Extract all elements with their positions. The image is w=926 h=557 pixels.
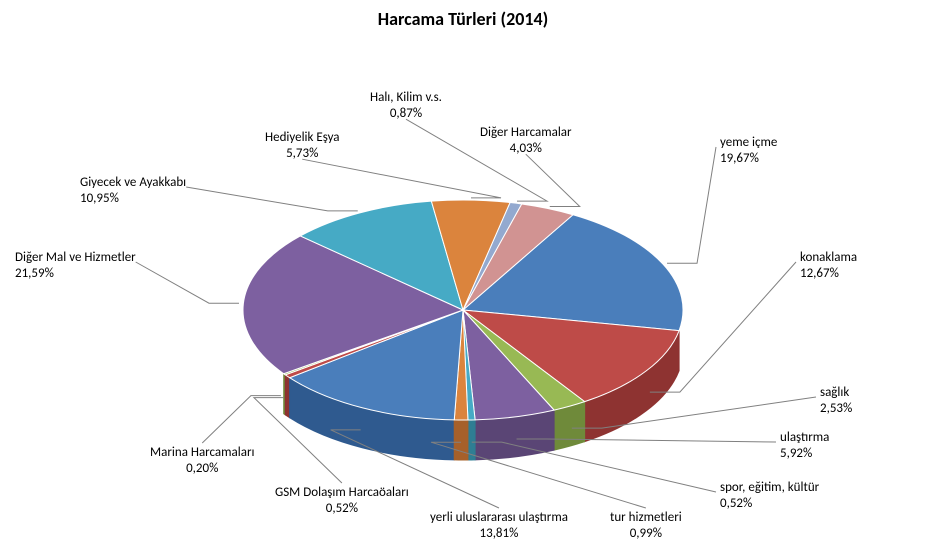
slice-label: konaklama12,67% <box>800 250 857 281</box>
slice-label: GSM Dolaşım Harcaöaları0,52% <box>275 485 409 516</box>
slice-label: Giyecek ve Ayakkabı10,95% <box>80 175 186 206</box>
slice-label: yeme içme19,67% <box>720 135 777 166</box>
chart-title: Harcama Türleri (2014) <box>0 8 926 30</box>
slice-label: spor, eğitim, kültür0,52% <box>720 480 819 511</box>
slice-label: Halı, Kilim v.s.0,87% <box>370 90 442 121</box>
slice-label: tur hizmetleri0,99% <box>610 510 682 541</box>
slice-label: sağlık2,53% <box>820 385 852 416</box>
slice-label: yerli uluslararası ulaştırma13,81% <box>430 510 568 541</box>
pie-chart: yeme içme19,67% konaklama12,67% sağlık2,53… <box>0 50 926 550</box>
slice-label: Hediyelik Eşya5,73% <box>265 130 340 161</box>
slice-label: Diğer Mal ve Hizmetler21,59% <box>15 250 136 281</box>
slice-label: Marina Harcamaları0,20% <box>150 445 254 476</box>
slice-label: Diğer Harcamalar4,03% <box>480 125 572 156</box>
slice-label: ulaştırma5,92% <box>780 430 829 461</box>
